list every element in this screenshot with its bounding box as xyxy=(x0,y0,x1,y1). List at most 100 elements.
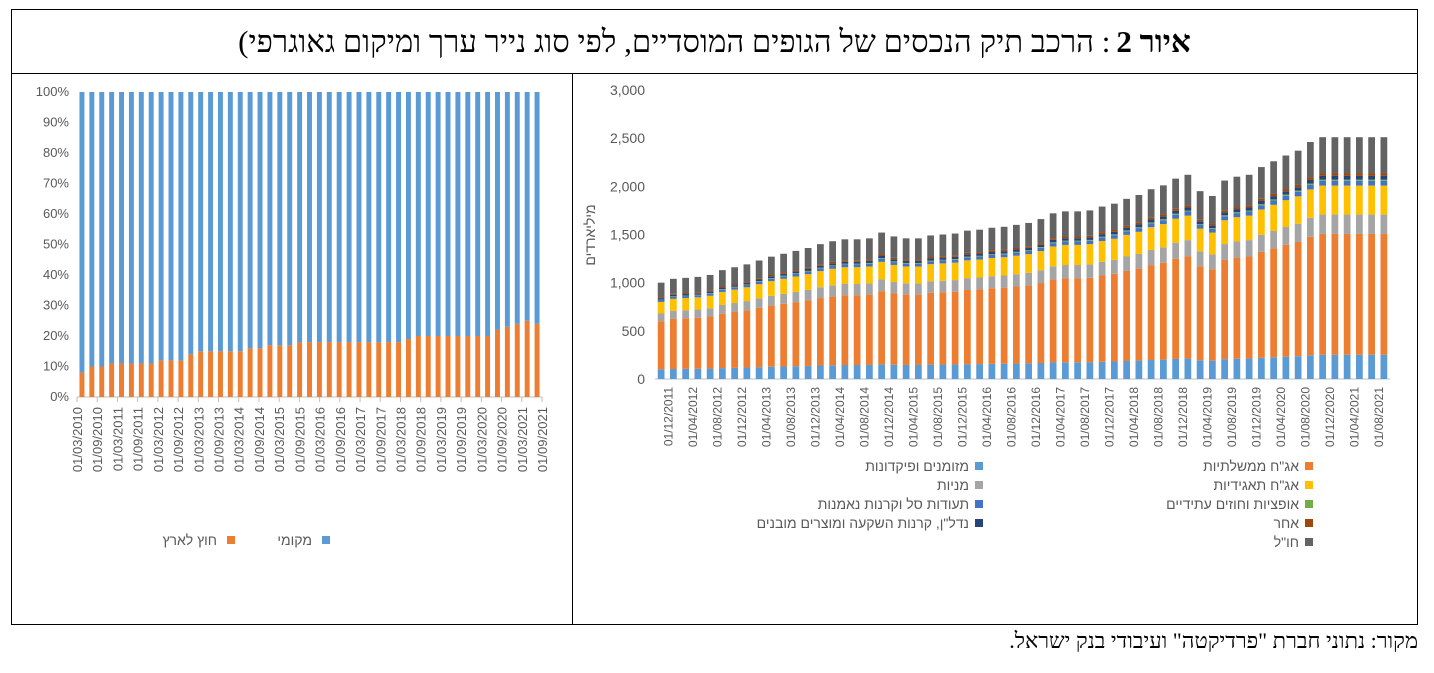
bar-segment-stocks xyxy=(1258,234,1265,252)
bar-segment-realestate xyxy=(1135,224,1143,228)
bar-segment-options xyxy=(939,259,947,261)
bar-segment-local xyxy=(514,92,520,324)
bar-segment-etf xyxy=(878,258,885,262)
bar-segment-corp-bonds xyxy=(902,266,910,284)
bar-segment-local xyxy=(405,92,411,340)
bar-segment-corp-bonds xyxy=(792,276,800,292)
bar-segment-cash xyxy=(1172,358,1179,379)
bar-segment-realestate xyxy=(1037,244,1045,248)
x-tick-label: 01/03/2010 xyxy=(70,407,85,472)
bar-segment-etf xyxy=(682,296,689,299)
bar-segment-etf xyxy=(780,276,787,279)
bar-segment-corp-bonds xyxy=(1013,255,1020,275)
x-tick-label: 01/08/2013 xyxy=(784,387,798,447)
bar-segment-etf xyxy=(1294,191,1302,197)
bar-segment-options xyxy=(890,261,898,263)
bar-segment-gov-bonds xyxy=(951,291,959,365)
bar-segment-other xyxy=(939,256,947,258)
bar-segment-cash xyxy=(1270,357,1277,379)
y-tick-label: 10% xyxy=(43,359,69,374)
bar-segment-local xyxy=(445,92,451,336)
bar-segment-cash xyxy=(1356,354,1363,379)
bar-segment-abroad xyxy=(1245,174,1253,206)
bar-segment-abroad xyxy=(307,342,312,397)
legend-swatch xyxy=(1305,538,1313,546)
bar-segment-options xyxy=(841,263,849,265)
bar-segment-corp-bonds xyxy=(1000,257,1008,276)
x-tick-label: 01/09/2011 xyxy=(131,407,146,471)
bar-segment-stocks xyxy=(1343,214,1351,234)
bar-segment-local xyxy=(435,92,441,336)
bar-segment-options xyxy=(866,262,873,264)
bar-segment-abroad xyxy=(396,342,402,397)
bar-segment-realestate xyxy=(1111,231,1118,235)
geographic-share-chart: 0% 10% 20% 30% 40% 50% 60% 70% 80% 90% 100% 01/03/2… xyxy=(36,84,550,548)
bar-segment-options xyxy=(1258,204,1265,206)
bar-segment-gov-bonds xyxy=(1000,287,1008,364)
bar-segment-etf xyxy=(951,259,959,263)
bar-segment-other xyxy=(1037,243,1045,245)
bar-segment-options xyxy=(1013,251,1020,253)
x-tick-label: 01/09/2019 xyxy=(454,407,469,472)
bar-segment-other xyxy=(1184,205,1192,208)
bar-segment-options xyxy=(1356,179,1363,181)
y-tick-label: 70% xyxy=(43,176,69,191)
bar-segment-local xyxy=(376,92,382,343)
bar-segment-abroad xyxy=(208,351,214,397)
bar-segment-local xyxy=(138,92,144,364)
bar-segment-abroad xyxy=(514,323,520,397)
bar-segment-local xyxy=(257,92,263,349)
bar-segment-stocks xyxy=(719,304,726,314)
bar-segment-corp-bonds xyxy=(1331,185,1339,215)
bar-segment-realestate xyxy=(866,260,873,263)
bar-segment-abroad xyxy=(1074,211,1081,237)
x-tick-label: 01/04/2014 xyxy=(833,387,847,447)
bar-segment-gov-bonds xyxy=(1074,278,1081,363)
legend-swatch xyxy=(975,481,983,489)
bar-segment-etf xyxy=(804,271,812,275)
bar-segment-gov-bonds xyxy=(1025,285,1032,364)
bar-segment-etf xyxy=(902,263,910,267)
bar-segment-abroad xyxy=(257,348,263,397)
bar-segment-corp-bonds xyxy=(988,258,996,277)
y-tick-label: 50% xyxy=(43,237,69,252)
bar-segment-options xyxy=(1172,213,1179,215)
bar-segment-other xyxy=(1172,208,1179,211)
bar-segment-abroad xyxy=(780,253,787,273)
bar-segment-gov-bonds xyxy=(902,294,910,365)
bar-segment-etf xyxy=(1074,241,1081,245)
bar-segment-stocks xyxy=(682,310,689,319)
bar-segment-abroad xyxy=(1221,180,1228,211)
bar-segment-realestate xyxy=(988,251,996,255)
bar-segment-realestate xyxy=(1233,209,1241,213)
x-tick-label: 01/09/2014 xyxy=(252,407,267,472)
bar-segment-other xyxy=(915,259,922,261)
bar-segment-cash xyxy=(1380,354,1388,379)
y-tick-label: 1,500 xyxy=(610,227,645,243)
bar-segment-gov-bonds xyxy=(1380,233,1388,355)
bar-segment-gov-bonds xyxy=(719,313,726,369)
bar-segment-local xyxy=(485,92,491,336)
x-tick-label: 01/08/2017 xyxy=(1078,387,1092,447)
bar-segment-gov-bonds xyxy=(1037,283,1045,364)
bar-segment-options xyxy=(976,255,983,257)
bar-segment-etf xyxy=(927,261,934,265)
bar-segment-realestate xyxy=(780,273,787,276)
bar-segment-realestate xyxy=(1049,239,1057,243)
bar-segment-etf xyxy=(1172,214,1179,219)
bar-segment-options xyxy=(927,260,934,262)
bar-segment-etf xyxy=(1356,180,1363,186)
bar-segment-corp-bonds xyxy=(1172,218,1179,243)
bar-segment-cash xyxy=(1196,360,1204,379)
bar-segment-cash xyxy=(755,367,763,379)
bar-segment-etf xyxy=(1037,247,1045,252)
bar-segment-abroad xyxy=(534,323,540,397)
bar-segment-other xyxy=(951,255,959,257)
bar-segment-stocks xyxy=(1331,214,1339,234)
bar-segment-stocks xyxy=(1074,265,1081,279)
bar-segment-local xyxy=(297,92,303,343)
bar-segment-cash xyxy=(1000,363,1008,379)
bar-segment-stocks xyxy=(927,281,934,293)
bar-segment-abroad xyxy=(1123,198,1130,226)
bar-segment-options xyxy=(792,273,800,274)
